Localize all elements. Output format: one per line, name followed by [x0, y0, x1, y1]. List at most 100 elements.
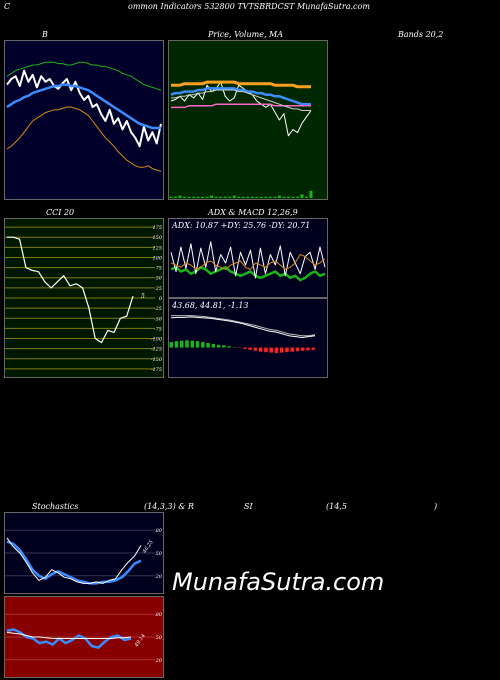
volume-bar — [273, 196, 277, 198]
macd-histogram-bar — [227, 346, 231, 348]
macd-histogram-bar — [274, 347, 279, 354]
macd-histogram-bar — [206, 343, 210, 348]
cci-tick-label: -100 — [151, 337, 163, 343]
stoch-tick-label: 80 — [156, 528, 163, 534]
bb-close-line — [6, 69, 162, 148]
header-left-char: C — [4, 2, 11, 11]
pv-close-line — [170, 81, 312, 137]
macd-signal-line — [171, 315, 316, 337]
cci-label: CCI 20 — [46, 208, 75, 217]
volume-bar — [246, 196, 250, 198]
macd-histogram-bar — [201, 342, 205, 348]
macd-histogram-bar — [195, 341, 200, 348]
macd-histogram-bar — [190, 340, 195, 348]
macd-readout: 43.68, 44.81, -1.13 — [172, 301, 249, 310]
rsi-chart: 80 50 20 49.14 — [5, 612, 163, 664]
volume-bar — [268, 196, 272, 198]
stoch-label: Stochastics — [32, 502, 79, 511]
macd-histogram-bar — [180, 340, 184, 348]
macd-macd-line — [170, 316, 316, 338]
price-volume-ma-label: Price, Volume, MA — [208, 30, 284, 39]
rsi-tick-label: 20 — [155, 658, 163, 664]
macd-histogram-bar — [174, 341, 179, 348]
volume-bar — [295, 196, 299, 198]
cci-tick-label: -50 — [154, 316, 163, 322]
cci-tick-label: 25 — [155, 286, 162, 292]
bands-params-label: Bands 20,2 — [398, 30, 444, 39]
cci-last-label: 5 — [141, 293, 145, 300]
macd-histogram-bar — [253, 347, 258, 351]
adx-minus-dy-line — [170, 254, 326, 270]
macd-histogram-bar — [185, 340, 189, 348]
macd-histogram-bar — [248, 347, 252, 350]
volume-bar — [255, 196, 259, 198]
macd-histogram-bar — [169, 342, 173, 348]
volume-bar — [282, 196, 286, 198]
price-chart — [169, 80, 313, 198]
volume-bar — [196, 196, 200, 198]
volume-bar — [286, 196, 290, 198]
macd-histogram-bar — [306, 347, 310, 351]
macd-histogram-bar — [279, 347, 284, 353]
cci-tick-label: 50 — [156, 276, 163, 282]
rsi-label: SI — [244, 502, 253, 511]
cci-chart: 175 150 125 100 75 50 25 0 -25 -50 -75 -100 -125 -150… — [5, 225, 163, 373]
stoch-panel: 80 50 20 46.25 — [4, 512, 164, 594]
price-panel — [168, 40, 328, 200]
macd-panel: 43.68, 44.81, -1.13 — [168, 298, 328, 378]
volume-bar — [300, 194, 304, 198]
macd-chart — [169, 315, 316, 354]
macd-histogram-bar — [285, 347, 289, 353]
volume-bar — [178, 195, 182, 198]
volume-bar — [219, 196, 223, 198]
volume-bar — [187, 196, 191, 198]
volume-bar — [174, 196, 178, 198]
cci-tick-label: -175 — [151, 367, 162, 373]
macd-histogram-bar — [264, 347, 268, 353]
volume-bar — [304, 196, 308, 198]
cci-tick-label: 175 — [152, 225, 162, 231]
macd-histogram-bar — [311, 347, 315, 350]
cci-tick-label: -25 — [154, 306, 162, 312]
rsi-rsi-blue-line — [6, 628, 132, 649]
volume-bar — [210, 195, 214, 198]
volume-bar — [183, 196, 187, 198]
volume-bar — [309, 190, 313, 198]
header-title: ommon Indicators 532800 TVTSBRDCST Munaf… — [128, 2, 370, 11]
volume-bar — [250, 196, 254, 198]
adx-chart — [170, 241, 326, 282]
volume-bar — [232, 195, 236, 198]
volume-bar — [201, 196, 205, 198]
volume-bar — [237, 196, 241, 198]
macd-histogram-bar — [216, 344, 221, 348]
cci-tick-label: -150 — [151, 357, 163, 363]
adx-macd-label: ADX & MACD 12,26,9 — [208, 208, 298, 217]
pv-ma-mid-blue-line — [170, 87, 311, 106]
cci-line — [7, 236, 134, 344]
stoch-slow-blue-line — [6, 540, 142, 585]
stoch-params-label: (14,3,3) & R — [144, 502, 194, 511]
volume-bar — [228, 196, 232, 198]
macd-histogram-bar — [300, 347, 305, 351]
stoch-tick-label: 20 — [155, 574, 163, 580]
macd-histogram-bar — [258, 347, 263, 352]
rsi-tick-label: 50 — [156, 635, 163, 641]
cci-tick-label: 125 — [152, 245, 162, 251]
volume-bar — [264, 196, 268, 198]
cci-tick-label: 75 — [156, 266, 162, 272]
pv-ma-long-orange-line — [171, 80, 311, 89]
volume-bar — [223, 196, 227, 198]
bollinger-chart — [6, 61, 162, 172]
bb-lower-line — [6, 106, 162, 172]
adx-panel: ADX: 10.87 +DY: 25.76 -DY: 20.71 — [168, 218, 328, 298]
rsi-tick-label: 80 — [156, 612, 163, 618]
cci-tick-label: -125 — [151, 347, 162, 353]
volume-bar — [277, 195, 281, 198]
stoch-tick-label: 50 — [156, 551, 163, 557]
rsi-rsi-white-line — [6, 631, 132, 639]
rsi-params-close: ) — [434, 502, 438, 511]
volume-bar — [291, 196, 295, 198]
cci-tick-label: -75 — [154, 326, 162, 332]
pv-ma-pink-line — [171, 103, 311, 109]
watermark: MunafaSutra.com — [172, 568, 385, 596]
